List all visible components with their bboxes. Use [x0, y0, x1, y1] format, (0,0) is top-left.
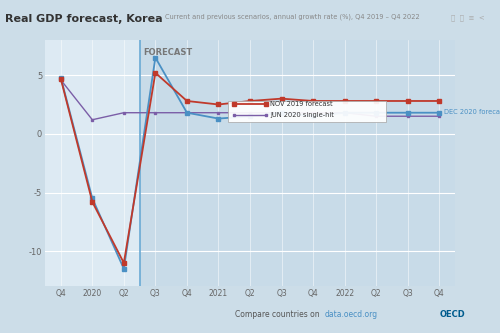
Text: NOV 2019 forecast: NOV 2019 forecast	[270, 102, 333, 108]
Bar	[140, 40, 455, 286]
Text: Real GDP forecast, Korea: Real GDP forecast, Korea	[5, 14, 162, 24]
Text: ⓘ  ⛶  ≡  <: ⓘ ⛶ ≡ <	[451, 14, 485, 21]
Text: FORECAST: FORECAST	[143, 48, 192, 57]
Text: Compare countries on: Compare countries on	[235, 310, 322, 319]
FancyBboxPatch shape	[228, 101, 386, 122]
Text: JUN 2020 single-hit: JUN 2020 single-hit	[270, 112, 334, 118]
Text: DEC 2020 forecast: DEC 2020 forecast	[444, 109, 500, 115]
Text: OECD: OECD	[440, 310, 466, 319]
Text: data.oecd.org: data.oecd.org	[325, 310, 378, 319]
Text: Current and previous scenarios, annual growth rate (%), Q4 2019 – Q4 2022: Current and previous scenarios, annual g…	[165, 14, 420, 21]
